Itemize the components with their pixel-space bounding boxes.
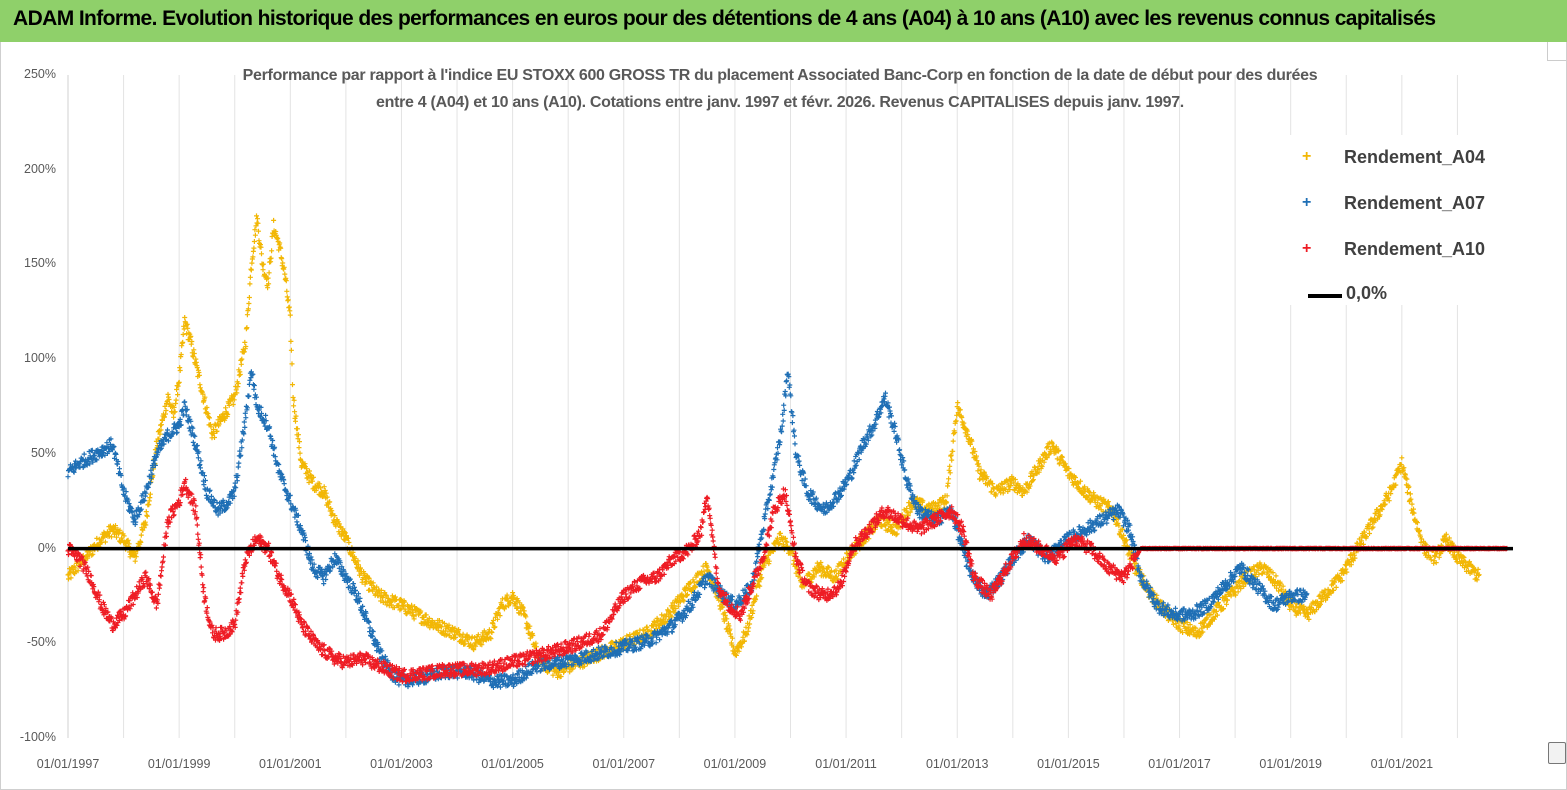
y-tick-label: 50% [30, 445, 56, 460]
legend-label: Rendement_A07 [1344, 193, 1486, 213]
y-tick-label: 100% [24, 351, 56, 366]
legend-label: 0,0% [1346, 283, 1388, 303]
plus-marker-icon: + [1302, 240, 1312, 257]
legend-item-a07: + Rendement_A07 [1280, 191, 1485, 221]
y-tick-label: 250% [24, 67, 56, 81]
series-points-a04 [65, 213, 1482, 680]
x-tick-label: 01/01/2015 [1037, 757, 1100, 771]
chart-title: Performance par rapport à l'indice EU ST… [130, 62, 1430, 116]
legend-label: Rendement_A10 [1344, 239, 1486, 259]
chart-title-line2: entre 4 (A04) et 10 ans (A10). Cotations… [376, 94, 1184, 111]
title-banner: ADAM Informe. Evolution historique des p… [0, 0, 1567, 42]
plus-marker-icon: + [1302, 148, 1312, 165]
y-tick-label: -100% [19, 730, 56, 744]
y-tick-label: 200% [24, 161, 56, 176]
x-tick-label: 01/01/2021 [1370, 757, 1434, 771]
resize-handle[interactable] [1548, 742, 1566, 764]
chart-title-line1: Performance par rapport à l'indice EU ST… [242, 67, 1318, 84]
legend-item-a04: + Rendement_A04 [1280, 145, 1485, 175]
vertical-gridlines [67, 75, 1458, 738]
x-tick-label: 01/01/2017 [1148, 757, 1211, 771]
x-tick-label: 01/01/2019 [1259, 757, 1322, 771]
x-tick-label: 01/01/2009 [703, 757, 767, 771]
scroll-up-area[interactable] [1547, 42, 1566, 61]
legend-label: Rendement_A04 [1344, 147, 1486, 167]
series-a04 [65, 213, 1482, 680]
legend-item-a10: + Rendement_A10 [1280, 237, 1485, 267]
x-tick-label: 01/01/2005 [481, 757, 544, 771]
x-tick-label: 01/01/2003 [370, 757, 433, 771]
legend: + Rendement_A04 + Rendement_A07 + Rendem… [1280, 135, 1485, 305]
x-tick-label: 01/01/2011 [815, 757, 877, 771]
legend-item-zero: 0,0% [1280, 281, 1480, 311]
x-tick-label: 01/01/1999 [147, 757, 211, 771]
series-points-a10 [65, 477, 1510, 685]
y-tick-label: 0% [37, 540, 56, 555]
x-tick-label: 01/01/2013 [925, 757, 989, 771]
banner-title: ADAM Informe. Evolution historique des p… [13, 7, 1436, 30]
line-marker-icon [1308, 294, 1342, 298]
y-tick-label: 150% [24, 256, 56, 271]
plus-marker-icon: + [1302, 194, 1312, 211]
x-tick-label: 01/01/2007 [592, 757, 656, 771]
x-tick-label: 01/01/2001 [259, 757, 322, 771]
y-tick-label: -50% [26, 635, 56, 650]
x-tick-label: 01/01/1997 [36, 757, 100, 771]
series-a10 [65, 477, 1510, 685]
